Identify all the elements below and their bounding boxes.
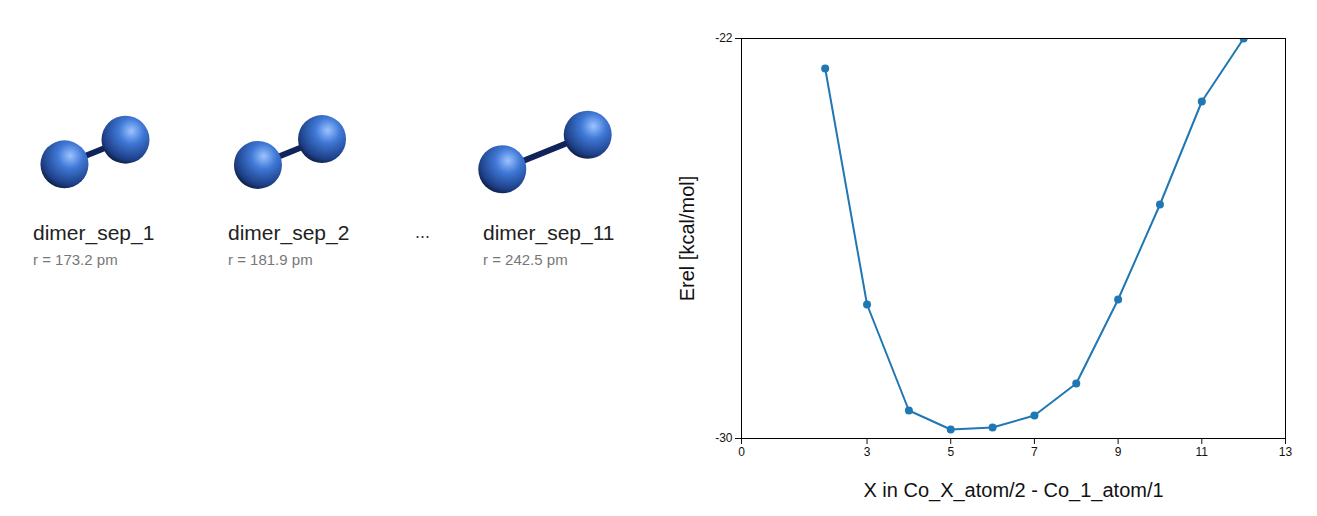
svg-text:0: 0 <box>738 445 745 459</box>
svg-text:9: 9 <box>1115 445 1122 459</box>
svg-text:13: 13 <box>1279 445 1293 459</box>
svg-text:...: ... <box>415 222 430 242</box>
svg-text:r = 242.5 pm: r = 242.5 pm <box>483 251 568 268</box>
svg-text:-22: -22 <box>715 31 733 45</box>
svg-text:dimer_sep_2: dimer_sep_2 <box>228 221 349 245</box>
svg-text:dimer_sep_11: dimer_sep_11 <box>483 221 615 245</box>
svg-text:7: 7 <box>1031 445 1038 459</box>
svg-text:5: 5 <box>947 445 954 459</box>
svg-text:11: 11 <box>1196 445 1209 459</box>
svg-text:3: 3 <box>864 445 871 459</box>
svg-text:dimer_sep_1: dimer_sep_1 <box>33 221 154 245</box>
svg-text:X in Co_X_atom/2 - Co_1_atom/1: X in Co_X_atom/2 - Co_1_atom/1 <box>863 479 1163 502</box>
svg-text:r = 181.9 pm: r = 181.9 pm <box>228 251 313 268</box>
svg-text:r = 173.2 pm: r = 173.2 pm <box>33 251 118 268</box>
svg-text:-30: -30 <box>715 431 733 445</box>
svg-text:Erel [kcal/mol]: Erel [kcal/mol] <box>676 176 698 302</box>
